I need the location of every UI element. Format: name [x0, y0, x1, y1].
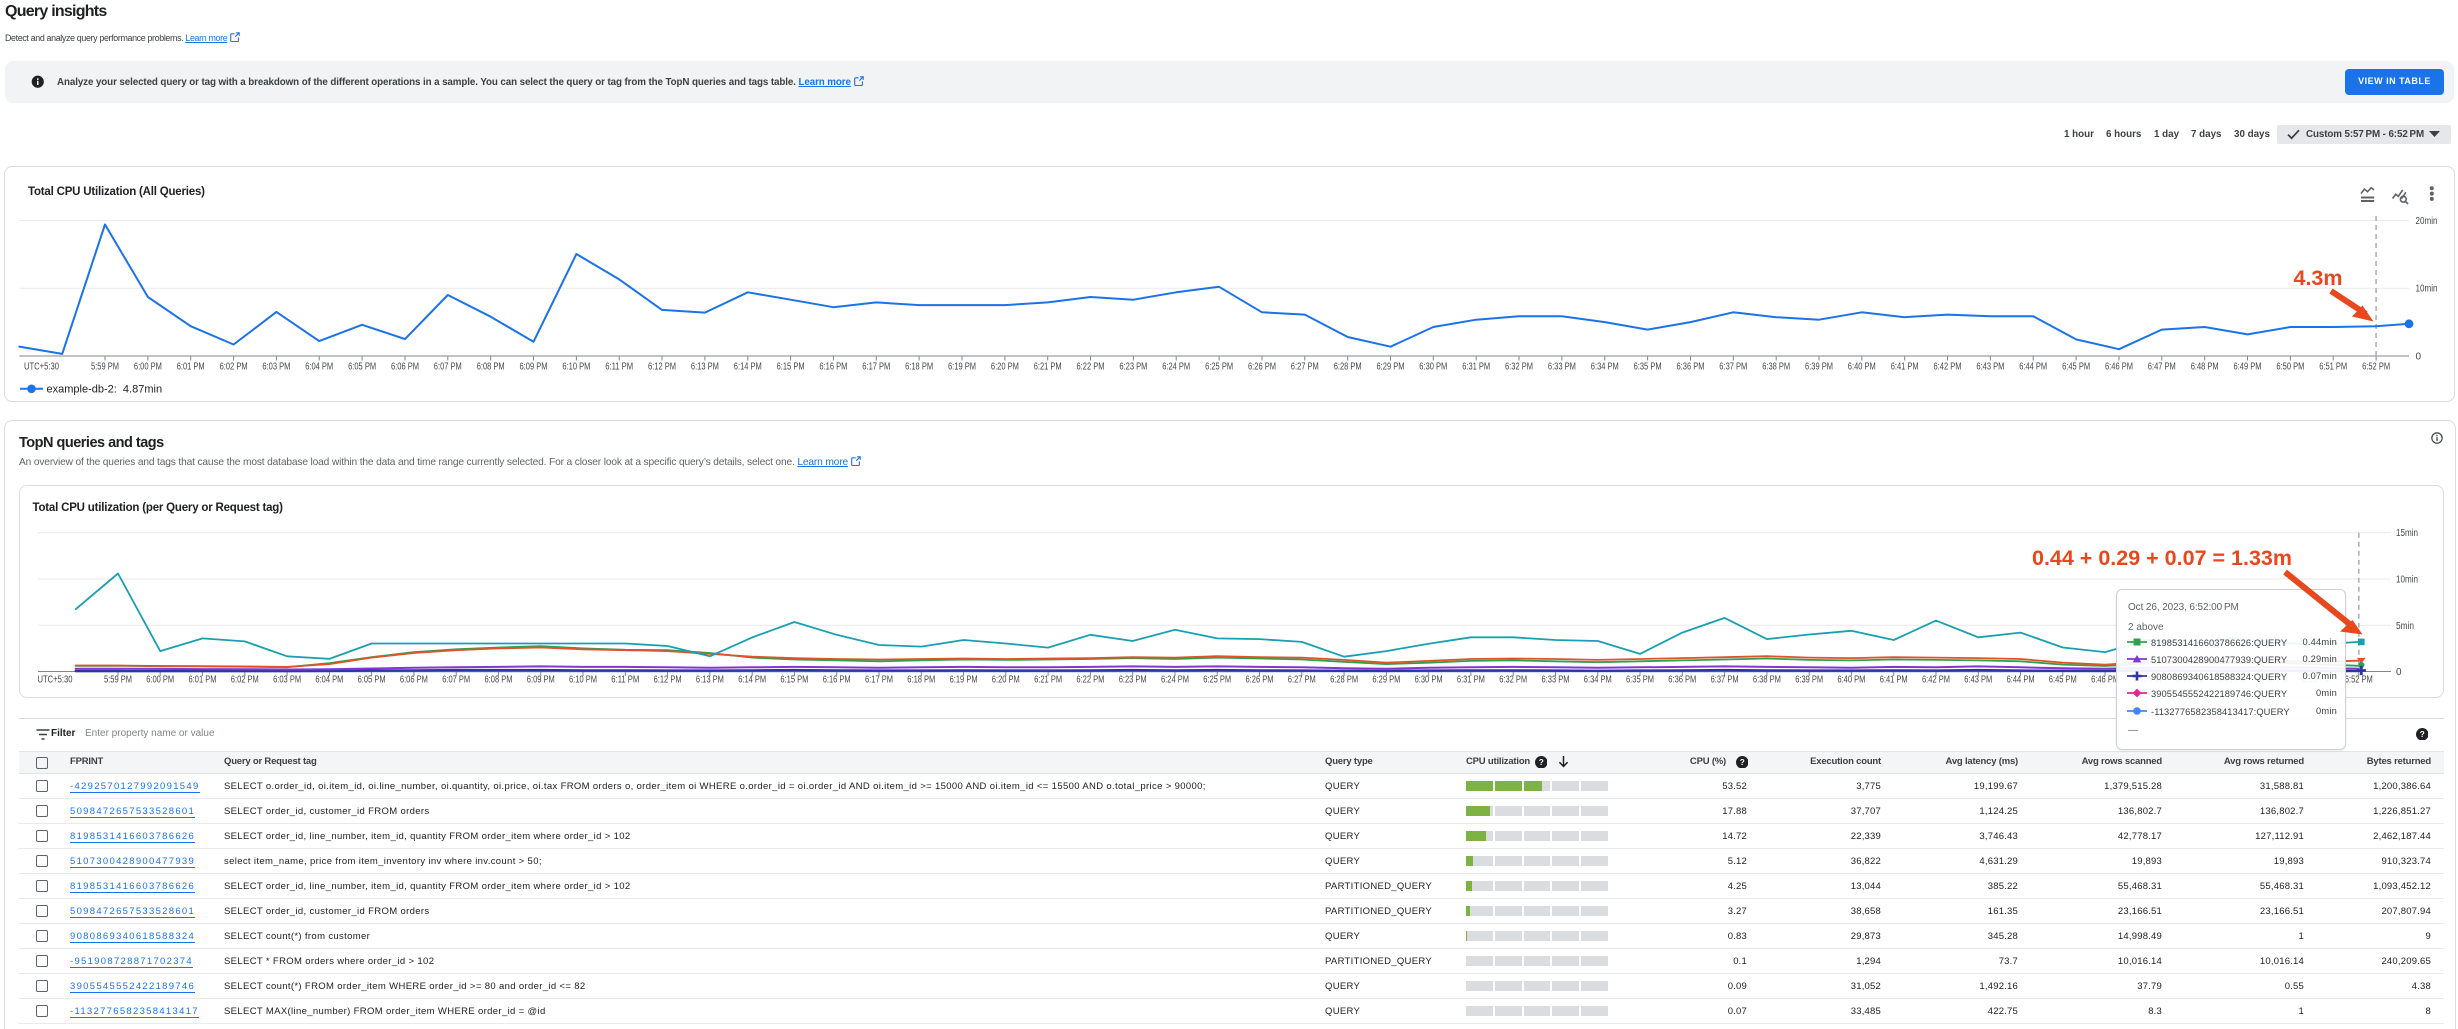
svg-text:?: ?	[1739, 758, 1744, 767]
svg-text:?: ?	[2419, 730, 2424, 739]
svg-text:?: ?	[1538, 758, 1543, 767]
